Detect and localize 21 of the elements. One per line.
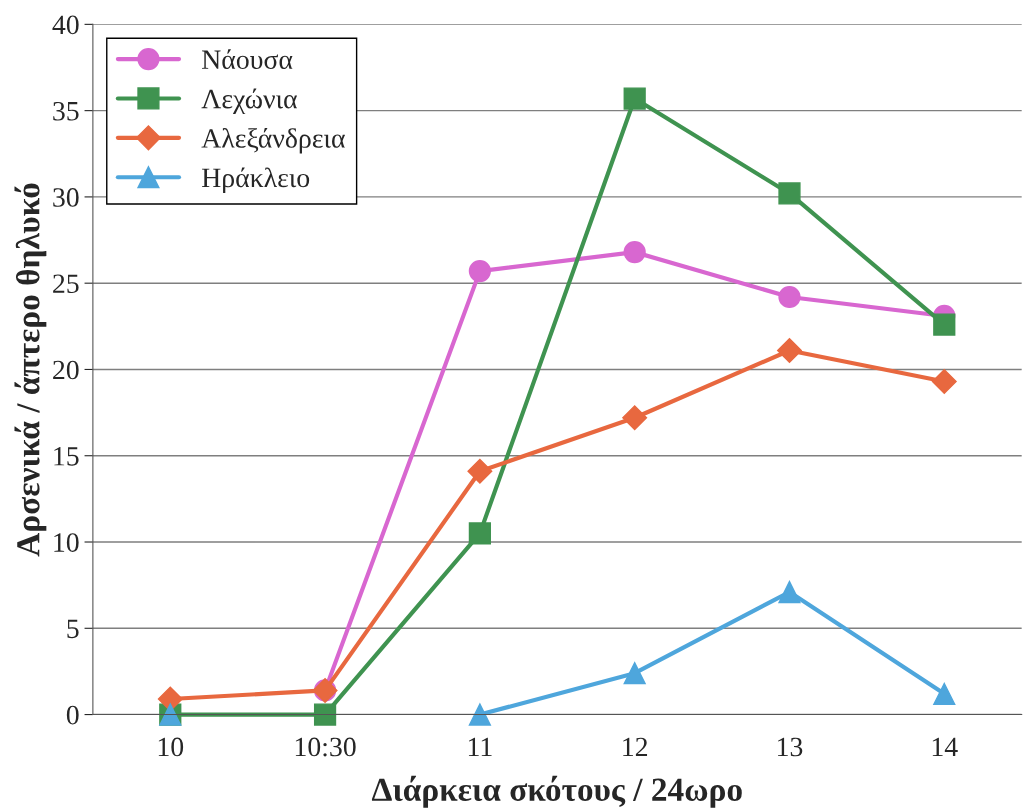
legend-label: Ηράκλειο xyxy=(202,167,310,193)
y-tick-label: 20 xyxy=(53,360,79,380)
legend-label: Λεχώνια xyxy=(201,88,297,115)
y-tick-label: 0 xyxy=(66,705,79,725)
y-tick-label: 5 xyxy=(67,619,79,639)
y-tick-label: 25 xyxy=(53,274,79,294)
y-tick-label: 30 xyxy=(53,188,79,207)
x-tick-label: 10:30 xyxy=(295,737,356,757)
y-axis-title: Αρσενικά / άπτερο θηλυκό xyxy=(14,183,47,557)
x-tick-label: 14 xyxy=(932,737,958,757)
y-tick-label: 15 xyxy=(54,447,79,466)
x-tick-label: 12 xyxy=(623,737,648,757)
legend-label: Αλεξάνδρεια xyxy=(201,128,345,154)
x-tick-label: 13 xyxy=(778,737,803,757)
y-tick-label: 35 xyxy=(53,101,79,121)
x-tick-label: 10 xyxy=(158,737,184,757)
y-tick-label: 40 xyxy=(52,15,79,35)
x-axis-title: Διάρκεια σκότους / 24ωρο xyxy=(371,775,742,808)
legend-label: Νάουσα xyxy=(202,49,293,70)
x-tick-label: 11 xyxy=(468,737,492,757)
y-tick-label: 10 xyxy=(54,533,79,552)
